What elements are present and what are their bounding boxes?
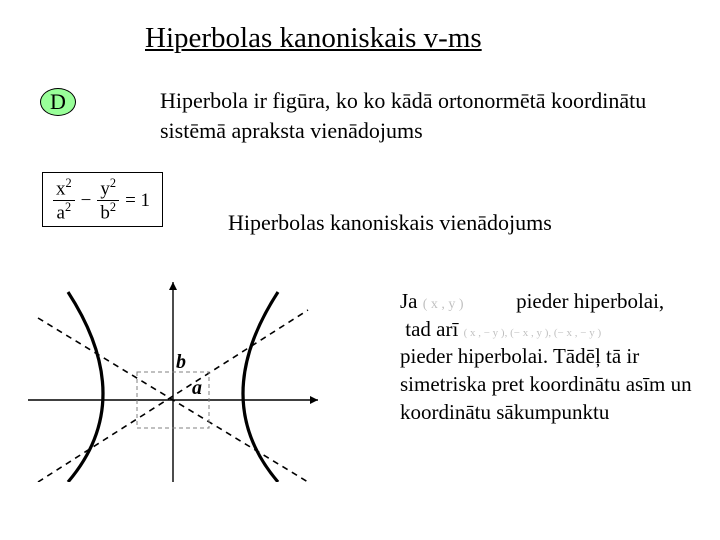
hyperbola-diagram: a b: [28, 282, 318, 482]
symmetry-text: Ja ( x , y ) pieder hiperbolai, tad arī …: [400, 288, 700, 427]
canonical-equation: x2 a2 − y2 b2 = 1: [42, 172, 163, 227]
canonical-label: Hiperbolas kanoniskais vienādojums: [228, 210, 552, 236]
definition-text: Hiperbola ir figūra, ko ko kādā ortonorm…: [160, 86, 700, 145]
label-b: b: [176, 351, 186, 373]
equals-one: = 1: [125, 190, 150, 212]
label-a: a: [192, 377, 202, 399]
definition-badge: D: [40, 88, 76, 116]
fraction-y: y2 b2: [97, 177, 119, 224]
page-title: Hiperbolas kanoniskais v-ms: [145, 22, 482, 55]
fraction-x: x2 a2: [53, 177, 75, 224]
minus-sign: −: [81, 190, 92, 212]
